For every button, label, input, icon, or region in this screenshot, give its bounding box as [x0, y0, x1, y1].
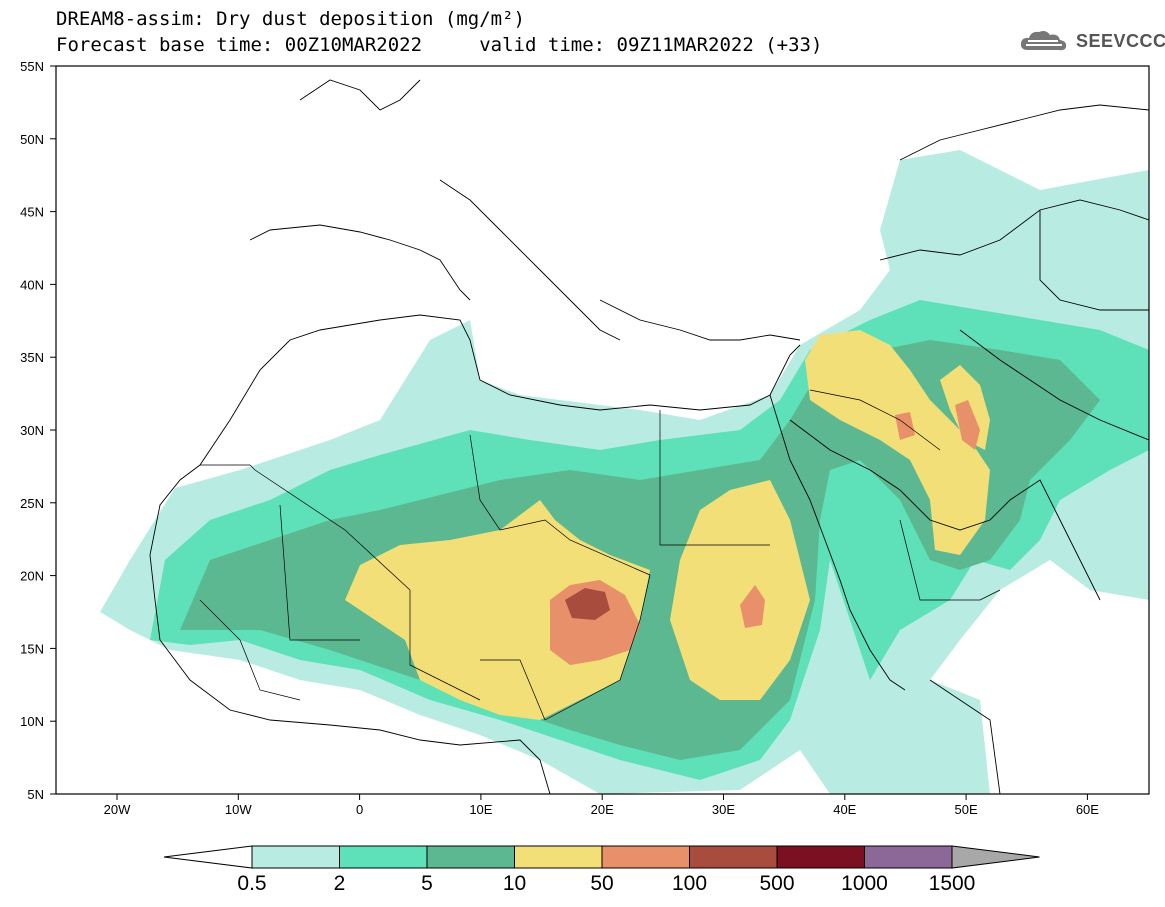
lon-label: 20E [591, 802, 614, 817]
colorbar-label: 10 [503, 872, 526, 895]
colorbar-swatch [689, 845, 778, 869]
colorbar-label: 50 [590, 872, 613, 895]
colorbar-swatch [251, 845, 340, 869]
colorbar-label: 5 [421, 872, 433, 895]
latitude-axis: 55N 50N 45N 40N 35N 30N 25N 20N 15N 10N 5N [20, 59, 56, 802]
lon-label: 10W [225, 802, 252, 817]
lat-label: 20N [20, 569, 44, 584]
dust-band-50d [895, 412, 915, 440]
lat-label: 45N [20, 205, 44, 220]
dust-field [100, 150, 1149, 794]
colorbar-swatch [339, 845, 428, 869]
country-borders [199, 389, 1001, 721]
colorbar-swatch [426, 845, 515, 869]
dust-band-10b [670, 480, 810, 700]
colorbar-low-arrow [163, 845, 253, 869]
colorbar-label: 2 [334, 872, 346, 895]
colorbar-swatch [514, 845, 603, 869]
map-title-line2: Forecast base time: 00Z10MAR2022 valid t… [56, 34, 823, 56]
lat-label: 10N [20, 714, 44, 729]
lat-label: 50N [20, 132, 44, 147]
colorbar-swatch [864, 845, 953, 869]
lon-label: 30E [712, 802, 735, 817]
dust-band-100 [565, 588, 610, 620]
lat-label: 40N [20, 277, 44, 292]
map-title-line1: DREAM8-assim: Dry dust deposition (mg/m²… [56, 8, 525, 30]
seevccc-logo: SEEVCCC [1018, 28, 1165, 54]
lon-label: 50E [955, 802, 978, 817]
dust-band-10c [805, 330, 990, 555]
lon-label: 20W [104, 802, 131, 817]
coastlines [149, 79, 1149, 794]
dust-band-50b [740, 585, 765, 628]
lat-label: 5N [27, 787, 44, 802]
colorbar-label: 0.5 [237, 872, 266, 895]
dust-band-10 [345, 500, 650, 720]
logo-text: SEEVCCC [1076, 30, 1165, 51]
colorbar-label: 100 [672, 872, 707, 895]
cloud-icon [1020, 31, 1067, 51]
lat-label: 55N [20, 59, 44, 74]
colorbar-label: 500 [759, 872, 794, 895]
colorbar-swatch [601, 845, 690, 869]
lon-label: 40E [833, 802, 856, 817]
colorbar-label: 1000 [841, 872, 888, 895]
colorbar-swatch [776, 845, 865, 869]
longitude-axis: 20W 10W 0 10E 20E 30E 40E 50E 60E [104, 794, 1099, 817]
colorbar-high-arrow [951, 845, 1040, 869]
dust-band-50c [955, 400, 980, 450]
colorbar-label: 1500 [929, 872, 976, 895]
lon-label: 0 [356, 802, 363, 817]
lon-label: 60E [1076, 802, 1099, 817]
lon-label: 10E [469, 802, 492, 817]
colorbar-legend: 0.5 2 5 10 50 100 500 1000 1500 [163, 845, 1040, 895]
lat-label: 35N [20, 350, 44, 365]
lat-label: 25N [20, 496, 44, 511]
lat-label: 15N [20, 641, 44, 656]
lat-label: 30N [20, 423, 44, 438]
